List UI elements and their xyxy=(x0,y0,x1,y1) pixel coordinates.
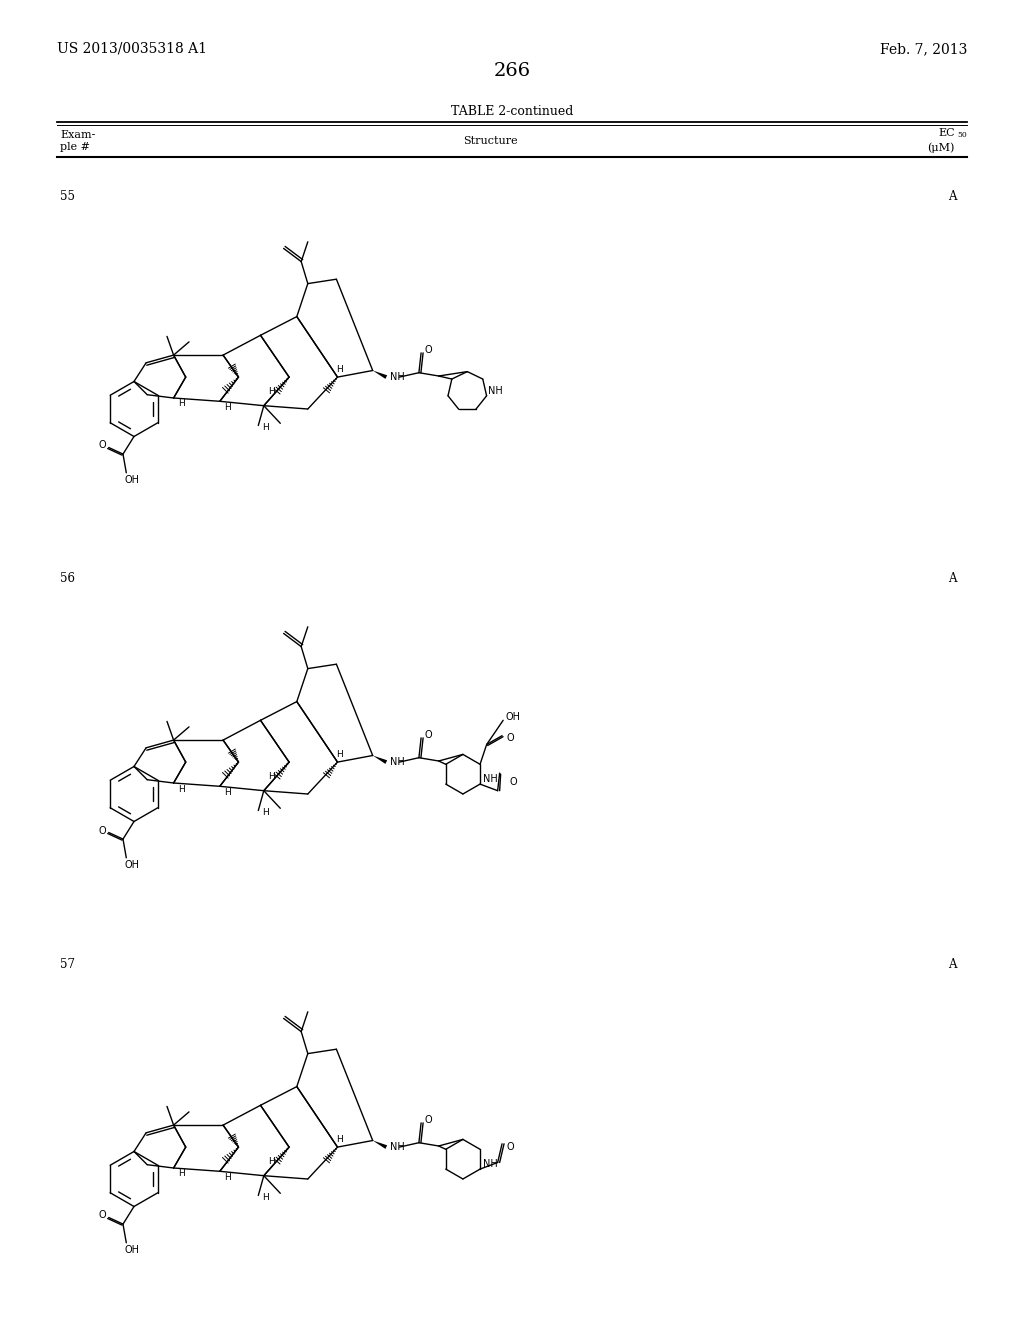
Text: H: H xyxy=(268,387,275,396)
Text: ple #: ple # xyxy=(60,143,90,152)
Text: 55: 55 xyxy=(60,190,75,203)
Text: NH: NH xyxy=(487,387,503,396)
Text: H: H xyxy=(336,364,343,374)
Text: 50: 50 xyxy=(957,131,967,139)
Text: (μM): (μM) xyxy=(928,143,955,153)
Text: H: H xyxy=(178,400,185,408)
Text: H: H xyxy=(262,424,269,432)
Text: Structure: Structure xyxy=(463,136,517,147)
Text: H: H xyxy=(336,750,343,759)
Text: H: H xyxy=(224,403,231,412)
Text: US 2013/0035318 A1: US 2013/0035318 A1 xyxy=(57,42,207,55)
Text: O: O xyxy=(99,1210,106,1221)
Text: 266: 266 xyxy=(494,62,530,81)
Text: NH: NH xyxy=(390,1142,404,1152)
Text: O: O xyxy=(506,733,514,743)
Polygon shape xyxy=(373,1140,387,1148)
Text: H: H xyxy=(178,784,185,793)
Text: A: A xyxy=(948,190,957,203)
Text: NH: NH xyxy=(483,775,498,784)
Text: EC: EC xyxy=(938,128,955,139)
Text: Exam-: Exam- xyxy=(60,129,95,140)
Text: O: O xyxy=(99,825,106,836)
Text: OH: OH xyxy=(506,713,520,722)
Text: NH: NH xyxy=(483,1159,498,1170)
Text: H: H xyxy=(262,1193,269,1203)
Polygon shape xyxy=(373,755,387,764)
Text: H: H xyxy=(178,1170,185,1179)
Text: Feb. 7, 2013: Feb. 7, 2013 xyxy=(880,42,967,55)
Text: O: O xyxy=(424,345,432,355)
Text: TABLE 2-continued: TABLE 2-continued xyxy=(451,106,573,117)
Text: O: O xyxy=(424,730,432,741)
Polygon shape xyxy=(373,371,387,379)
Text: H: H xyxy=(268,1158,275,1166)
Text: OH: OH xyxy=(125,1245,140,1255)
Text: O: O xyxy=(506,1142,514,1152)
Text: H: H xyxy=(268,772,275,781)
Text: 57: 57 xyxy=(60,958,75,972)
Text: H: H xyxy=(336,1135,343,1143)
Text: OH: OH xyxy=(125,475,140,484)
Text: O: O xyxy=(424,1115,432,1125)
Text: A: A xyxy=(948,572,957,585)
Text: A: A xyxy=(948,958,957,972)
Text: O: O xyxy=(99,441,106,450)
Text: 56: 56 xyxy=(60,572,75,585)
Text: H: H xyxy=(262,808,269,817)
Text: NH: NH xyxy=(390,372,404,381)
Text: O: O xyxy=(510,777,517,787)
Text: NH: NH xyxy=(390,758,404,767)
Text: OH: OH xyxy=(125,859,140,870)
Text: H: H xyxy=(224,788,231,797)
Text: H: H xyxy=(224,1172,231,1181)
